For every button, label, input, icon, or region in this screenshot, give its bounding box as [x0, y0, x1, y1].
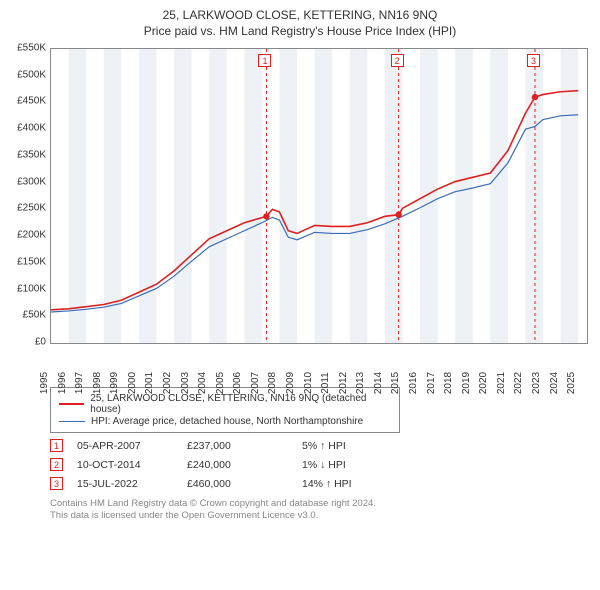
y-tick-label: £450K	[17, 96, 46, 107]
y-tick-label: £250K	[17, 203, 46, 214]
y-axis: £0£50K£100K£150K£200K£250K£300K£350K£400…	[10, 48, 50, 344]
sale-marker-box: 3	[50, 477, 63, 490]
x-tick-label: 1995	[39, 372, 50, 394]
x-tick-label: 2002	[162, 372, 173, 394]
x-tick-label: 2019	[461, 372, 472, 394]
x-tick-label: 1998	[92, 372, 103, 394]
x-tick-label: 2009	[285, 372, 296, 394]
x-tick-label: 2020	[478, 372, 489, 394]
x-tick-label: 2014	[373, 372, 384, 394]
sale-price: £460,000	[187, 478, 302, 490]
y-tick-label: £350K	[17, 149, 46, 160]
x-tick-label: 2024	[549, 372, 560, 394]
legend-swatch-red	[59, 403, 84, 405]
x-tick-label: 2013	[355, 372, 366, 394]
x-tick-label: 1997	[74, 372, 85, 394]
x-tick-label: 2015	[390, 372, 401, 394]
plot-region	[50, 48, 588, 344]
x-tick-label: 2011	[320, 372, 331, 394]
chart-container: 25, LARKWOOD CLOSE, KETTERING, NN16 9NQ …	[0, 0, 600, 590]
x-tick-label: 2022	[513, 372, 524, 394]
x-tick-label: 1996	[57, 372, 68, 394]
y-tick-label: £500K	[17, 69, 46, 80]
legend-item-red: 25, LARKWOOD CLOSE, KETTERING, NN16 9NQ …	[59, 393, 391, 415]
sale-marker-3: 3	[527, 54, 540, 67]
x-axis: 1995199619971998199920002001200220032004…	[50, 345, 588, 383]
x-tick-label: 2025	[566, 372, 577, 394]
sale-delta: 14% ↑ HPI	[302, 478, 352, 490]
y-tick-label: £100K	[17, 283, 46, 294]
sales-row: 1 05-APR-2007£237,0005% ↑ HPI	[50, 439, 590, 452]
footer-line1: Contains HM Land Registry data © Crown c…	[50, 498, 590, 510]
x-tick-label: 2010	[303, 372, 314, 394]
x-tick-label: 2004	[197, 372, 208, 394]
y-tick-label: £300K	[17, 176, 46, 187]
sale-date: 10-OCT-2014	[77, 459, 187, 471]
sale-date: 15-JUL-2022	[77, 478, 187, 490]
chart-area: £0 £50K £100K £150K £200K £250K £300K £350K £400…	[10, 48, 588, 383]
legend-swatch-blue	[59, 421, 85, 423]
footer: Contains HM Land Registry data © Crown c…	[50, 498, 590, 523]
legend-item-blue: HPI: Average price, detached house, Nort…	[59, 416, 391, 427]
x-tick-label: 2003	[180, 372, 191, 394]
y-tick-label: £50K	[23, 310, 46, 321]
y-tick-label: £400K	[17, 123, 46, 134]
x-tick-label: 2012	[338, 372, 349, 394]
sale-date: 05-APR-2007	[77, 440, 187, 452]
y-tick-label: £150K	[17, 256, 46, 267]
legend-label-red: 25, LARKWOOD CLOSE, KETTERING, NN16 9NQ …	[90, 393, 391, 415]
x-tick-label: 2017	[426, 372, 437, 394]
x-tick-label: 2001	[144, 372, 155, 394]
sales-row: 3 15-JUL-2022£460,00014% ↑ HPI	[50, 477, 590, 490]
y-tick-label: £0	[35, 337, 46, 348]
x-tick-label: 2021	[496, 372, 507, 394]
footer-line2: This data is licensed under the Open Gov…	[50, 510, 590, 522]
chart-title-subtitle: Price paid vs. HM Land Registry's House …	[10, 24, 590, 38]
sale-delta: 5% ↑ HPI	[302, 440, 346, 452]
x-tick-label: 2008	[267, 372, 278, 394]
sale-delta: 1% ↓ HPI	[302, 459, 346, 471]
sales-row: 2 10-OCT-2014£240,0001% ↓ HPI	[50, 458, 590, 471]
sale-marker-box: 1	[50, 439, 63, 452]
x-tick-label: 2018	[443, 372, 454, 394]
sale-marker-box: 2	[50, 458, 63, 471]
x-tick-label: 2016	[408, 372, 419, 394]
y-tick-label: £200K	[17, 230, 46, 241]
y-tick-label: £550K	[17, 43, 46, 54]
sale-price: £240,000	[187, 459, 302, 471]
sales-table: 1 05-APR-2007£237,0005% ↑ HPI 2 10-OCT-2014…	[50, 439, 590, 490]
x-tick-label: 1999	[109, 372, 120, 394]
sale-price: £237,000	[187, 440, 302, 452]
chart-title-address: 25, LARKWOOD CLOSE, KETTERING, NN16 9NQ	[10, 8, 590, 22]
x-tick-label: 2007	[250, 372, 261, 394]
sale-marker-1: 1	[258, 54, 271, 67]
x-tick-label: 2023	[531, 372, 542, 394]
x-tick-label: 2006	[232, 372, 243, 394]
legend-label-blue: HPI: Average price, detached house, Nort…	[91, 416, 363, 427]
x-tick-label: 2000	[127, 372, 138, 394]
x-tick-label: 2005	[215, 372, 226, 394]
sale-marker-2: 2	[391, 54, 404, 67]
